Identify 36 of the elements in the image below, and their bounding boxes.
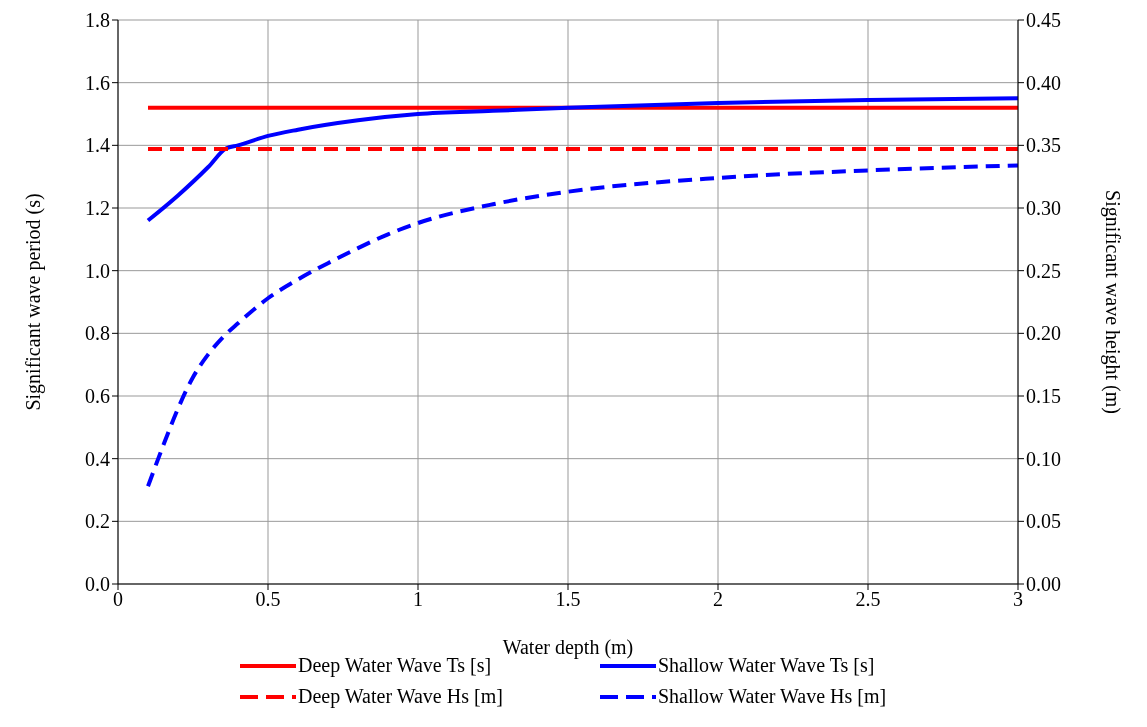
x-tick-label: 1 <box>413 588 423 611</box>
y2-tick-label: 0.45 <box>1026 9 1061 32</box>
legend-label: Shallow Water Wave Hs [m] <box>658 685 887 708</box>
y2-tick-label: 0.05 <box>1026 510 1061 533</box>
y-tick-label: 1.8 <box>85 9 110 32</box>
y2-axis-title: Significant wave height (m) <box>1100 190 1124 414</box>
y-tick-label: 0.0 <box>85 573 110 596</box>
legend-label: Shallow Water Wave Ts [s] <box>658 654 875 677</box>
y-tick-label: 1.0 <box>85 259 110 282</box>
y2-tick-label: 0.00 <box>1026 573 1061 596</box>
y2-tick-label: 0.40 <box>1026 71 1061 94</box>
y2-tick-label: 0.30 <box>1026 197 1061 220</box>
y-tick-label: 0.6 <box>85 385 110 408</box>
legend-label: Deep Water Wave Ts [s] <box>298 654 492 677</box>
y2-tick-label: 0.10 <box>1026 447 1061 470</box>
y2-tick-label: 0.35 <box>1026 134 1061 157</box>
x-tick-label: 2 <box>713 588 723 611</box>
y-axis-title: Significant wave period (s) <box>22 193 46 411</box>
y-tick-label: 1.2 <box>85 197 110 220</box>
y-tick-label: 0.2 <box>85 510 110 533</box>
x-tick-label: 0.5 <box>255 588 281 611</box>
y-tick-label: 1.6 <box>85 71 110 94</box>
line-series <box>146 163 1018 489</box>
x-axis-title: Water depth (m) <box>502 636 634 659</box>
y2-tick-label: 0.20 <box>1026 322 1061 345</box>
x-tick-label: 3 <box>1013 588 1023 611</box>
y-tick-label: 0.4 <box>85 447 110 470</box>
legend-label: Deep Water Wave Hs [m] <box>298 685 503 708</box>
x-tick-label: 1.5 <box>555 588 581 611</box>
y-tick-label: 0.8 <box>85 322 110 345</box>
y2-tick-label: 0.15 <box>1026 385 1061 408</box>
x-tick-label: 0 <box>113 588 123 611</box>
x-tick-label: 2.5 <box>855 588 881 611</box>
y2-tick-label: 0.25 <box>1026 259 1061 282</box>
line-series <box>146 96 1018 223</box>
y-tick-label: 1.4 <box>85 134 110 157</box>
